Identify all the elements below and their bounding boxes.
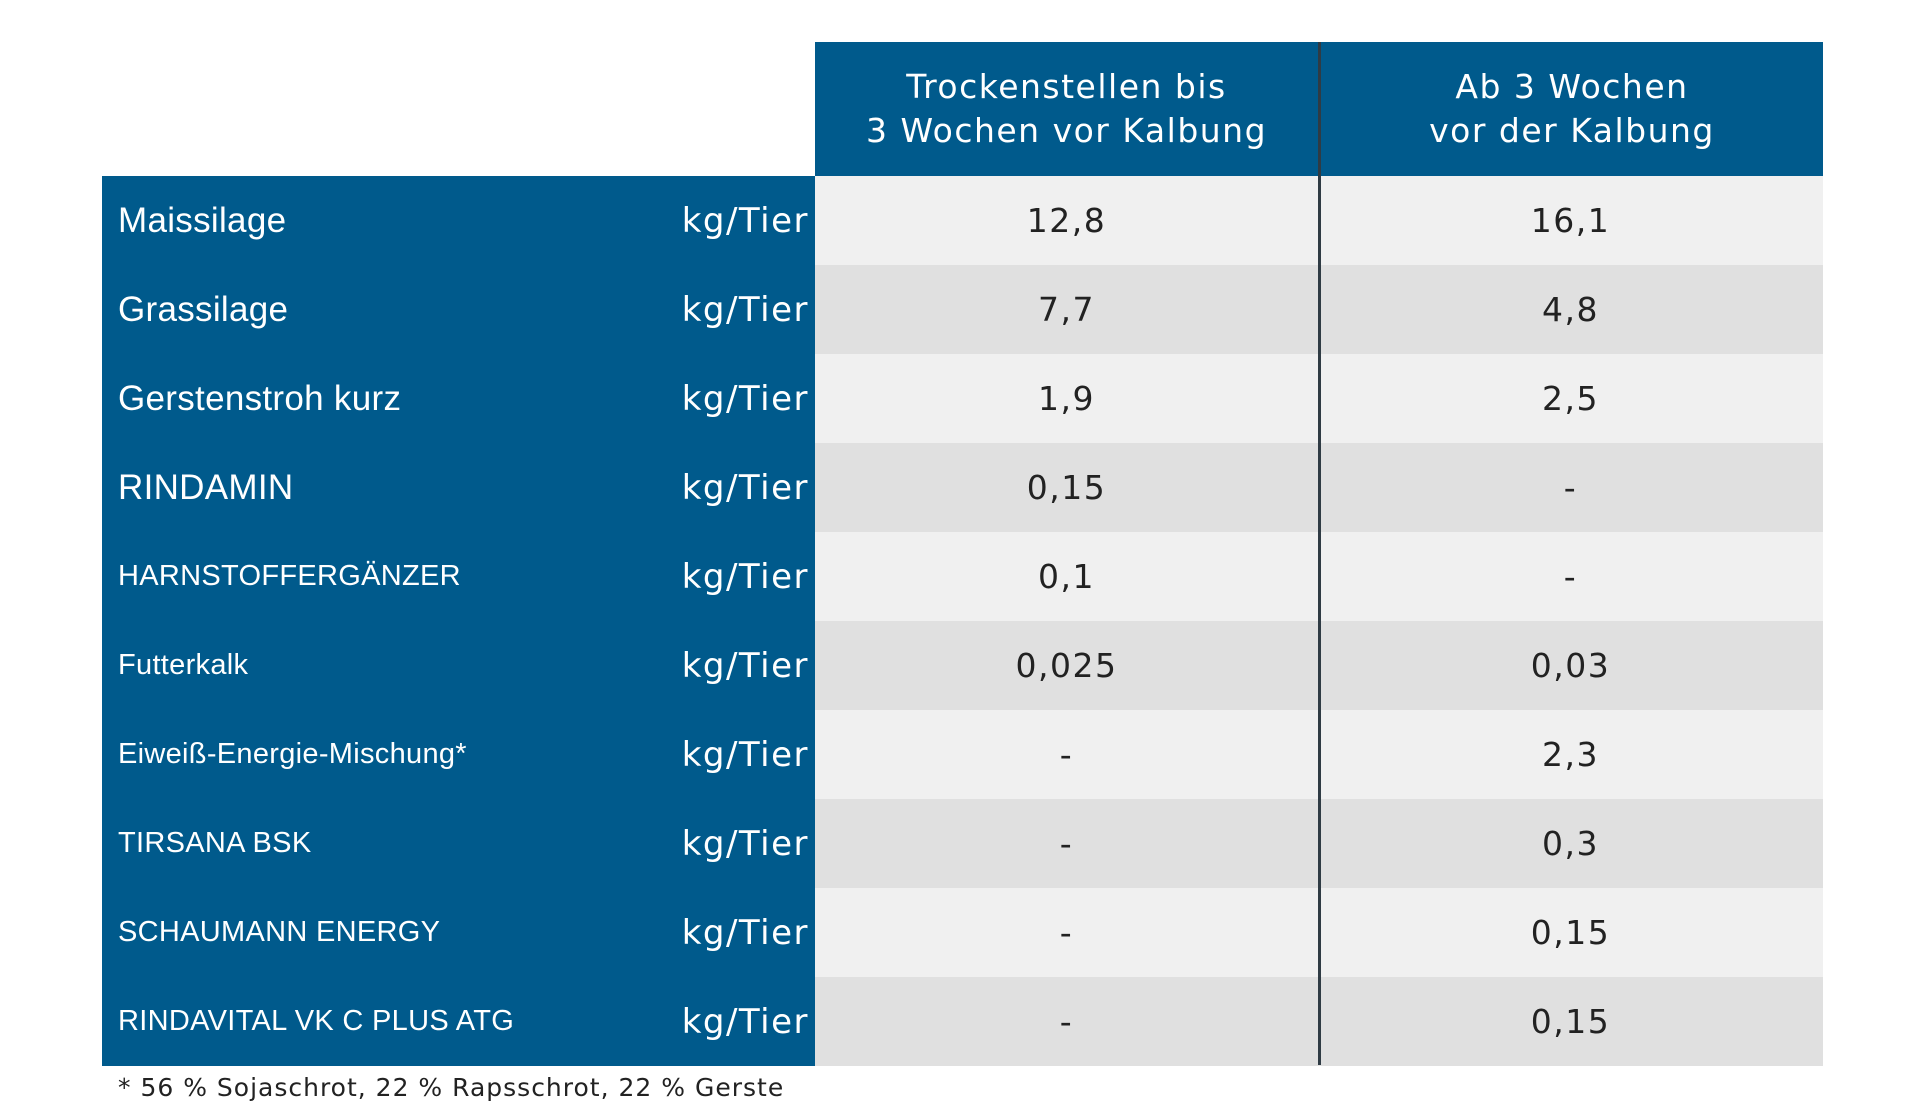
row-label-cell: Futterkalk kg/Tier [102,621,815,710]
column-header-close-up: Ab 3 Wochen vor der Kalbung [1321,42,1823,176]
table-row: Maissilage kg/Tier 12,8 16,1 [102,176,1823,265]
value-dry-off: - [815,888,1318,977]
row-label-cell: Gerstenstroh kurz kg/Tier [102,354,815,443]
row-label-cell: TIRSANA BSK kg/Tier [102,799,815,888]
unit-label: kg/Tier [681,467,809,508]
value-dry-off: 0,1 [815,532,1318,621]
table-row: Gerstenstroh kurz kg/Tier 1,9 2,5 [102,354,1823,443]
value-dry-off: 0,025 [815,621,1318,710]
unit-label: kg/Tier [681,823,809,864]
table-row: SCHAUMANN ENERGY kg/Tier - 0,15 [102,888,1823,977]
table-body: Maissilage kg/Tier 12,8 16,1 Grassilage … [102,176,1823,1066]
value-dry-off: 12,8 [815,176,1318,265]
row-label-cell: HARNSTOFFERGÄNZER kg/Tier [102,532,815,621]
value-dry-off: - [815,799,1318,888]
unit-label: kg/Tier [681,289,809,330]
unit-label: kg/Tier [681,1001,809,1042]
row-label-cell: Grassilage kg/Tier [102,265,815,354]
feed-label: Gerstenstroh kurz [118,378,402,418]
unit-label: kg/Tier [681,645,809,686]
feed-label: Maissilage [118,200,287,240]
value-dry-off: 1,9 [815,354,1318,443]
table-row: HARNSTOFFERGÄNZER kg/Tier 0,1 - [102,532,1823,621]
feed-label: Futterkalk [118,649,249,681]
feed-label: RINDAVITAL VK C PLUS ATG [118,1005,515,1037]
value-dry-off: 0,15 [815,443,1318,532]
row-label-cell: Eiweiß-Energie-Mischung* kg/Tier [102,710,815,799]
table-row: Eiweiß-Energie-Mischung* kg/Tier - 2,3 [102,710,1823,799]
value-dry-off: - [815,710,1318,799]
value-close-up: 0,03 [1318,621,1823,710]
unit-label: kg/Tier [681,556,809,597]
feed-label: HARNSTOFFERGÄNZER [118,560,461,592]
value-close-up: 2,3 [1318,710,1823,799]
unit-label: kg/Tier [681,734,809,775]
table-row: RINDAMIN kg/Tier 0,15 - [102,443,1823,532]
feed-label: SCHAUMANN ENERGY [118,916,441,948]
unit-label: kg/Tier [681,200,809,241]
value-dry-off: - [815,977,1318,1066]
feed-label: Grassilage [118,289,289,329]
value-close-up: 4,8 [1318,265,1823,354]
row-label-cell: RINDAMIN kg/Tier [102,443,815,532]
value-close-up: 0,3 [1318,799,1823,888]
unit-label: kg/Tier [681,378,809,419]
value-close-up: - [1318,532,1823,621]
row-label-cell: Maissilage kg/Tier [102,176,815,265]
value-close-up: 16,1 [1318,176,1823,265]
unit-label: kg/Tier [681,912,809,953]
row-label-cell: SCHAUMANN ENERGY kg/Tier [102,888,815,977]
value-dry-off: 7,7 [815,265,1318,354]
row-label-cell: RINDAVITAL VK C PLUS ATG kg/Tier [102,977,815,1066]
value-close-up: - [1318,443,1823,532]
value-close-up: 0,15 [1318,888,1823,977]
feed-label: RINDAMIN [118,467,294,507]
table-row: TIRSANA BSK kg/Tier - 0,3 [102,799,1823,888]
value-close-up: 0,15 [1318,977,1823,1066]
table-row: Futterkalk kg/Tier 0,025 0,03 [102,621,1823,710]
table-row: RINDAVITAL VK C PLUS ATG kg/Tier - 0,15 [102,977,1823,1066]
footnote: * 56 % Sojaschrot, 22 % Rapsschrot, 22 %… [118,1073,785,1102]
feed-label: Eiweiß-Energie-Mischung* [118,738,467,770]
table-row: Grassilage kg/Tier 7,7 4,8 [102,265,1823,354]
feed-label: TIRSANA BSK [118,827,312,859]
column-divider [1318,42,1321,1065]
column-header-dry-off: Trockenstellen bis 3 Wochen vor Kalbung [815,42,1318,176]
value-close-up: 2,5 [1318,354,1823,443]
